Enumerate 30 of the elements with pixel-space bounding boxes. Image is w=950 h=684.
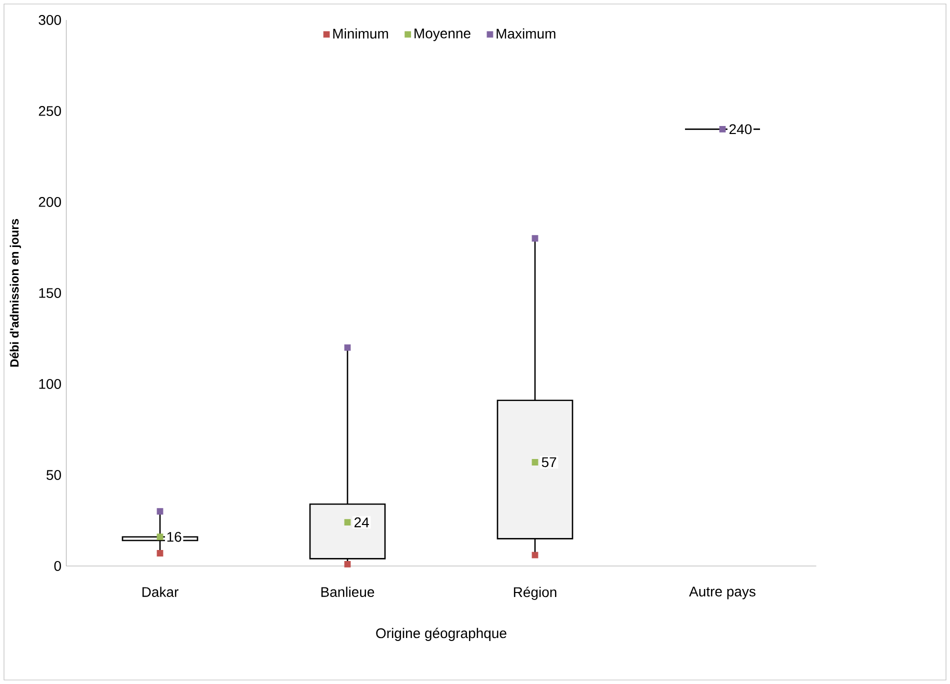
point [532, 552, 538, 558]
point [156, 534, 164, 540]
point [344, 560, 351, 568]
y-axis-title: Débi d'admission en jours [10, 219, 22, 367]
x-tick-label: Banlieue [321, 586, 374, 597]
point [156, 550, 164, 556]
x-tick-label: Autre pays [689, 586, 756, 600]
y-tick-label: 200 [38, 197, 61, 207]
point [156, 508, 164, 515]
data-label: 240 [730, 124, 752, 134]
legend-label: Moyenne [414, 28, 470, 42]
x-tick-label: Région [514, 586, 556, 600]
point [344, 344, 351, 351]
y-tick-label: 100 [39, 379, 61, 389]
y-tick-label: 250 [38, 106, 61, 116]
point [344, 519, 351, 526]
data-label: 24 [354, 517, 369, 528]
data-label: 57 [542, 457, 556, 468]
y-tick-label: 50 [46, 470, 61, 480]
point [719, 126, 726, 132]
x-axis-title: Origine géographque [376, 628, 506, 641]
x-tick-label: Dakar [142, 586, 178, 597]
data-label: 16 [167, 532, 182, 542]
legend-label: Maximum [496, 28, 556, 39]
y-tick-label: 300 [38, 15, 61, 25]
point [532, 459, 538, 466]
y-tick-label: 150 [39, 288, 61, 298]
legend-label: Minimum [333, 28, 388, 39]
point [532, 235, 538, 242]
y-tick-label: 0 [54, 561, 61, 571]
